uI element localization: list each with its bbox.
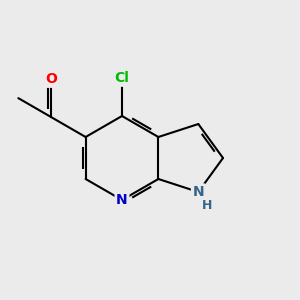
Text: Cl: Cl — [115, 71, 129, 85]
Text: O: O — [45, 72, 57, 86]
Text: N: N — [116, 193, 128, 207]
Text: N: N — [193, 185, 204, 199]
Text: H: H — [202, 200, 212, 212]
